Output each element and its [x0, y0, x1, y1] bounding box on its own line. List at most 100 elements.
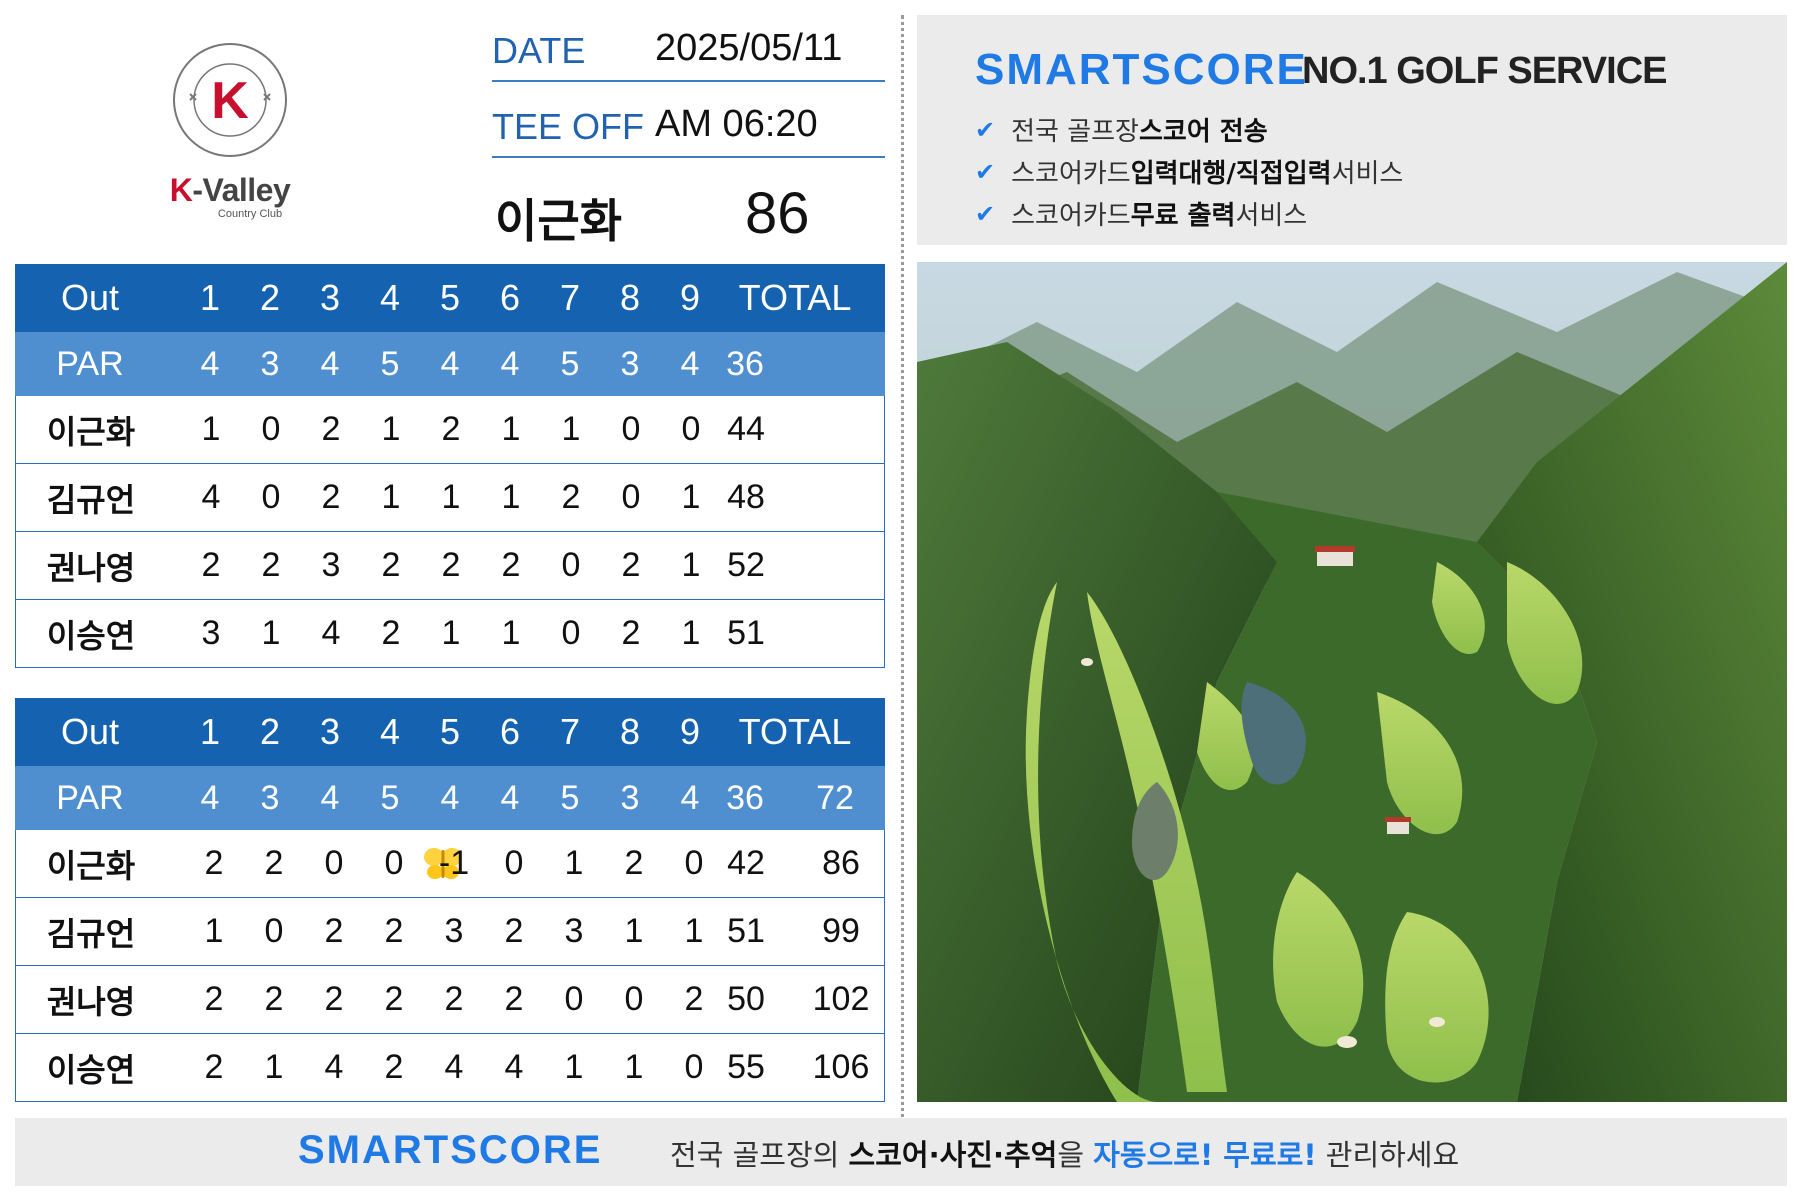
- hole-score: 2: [264, 980, 284, 1018]
- total-header: TOTAL: [738, 277, 852, 318]
- hole-score: 4: [321, 614, 341, 652]
- section-label: Out: [60, 711, 120, 752]
- hole-number: 6: [499, 277, 521, 318]
- player-score-row: 이승연 2 1 4 2 4 4 1 1 0 55 106: [15, 1034, 885, 1102]
- table-header-row: Out 1 2 3 4 5 6 7 8 9 TOTAL: [15, 698, 885, 766]
- hole-score: 1: [501, 410, 521, 448]
- player-total: 44: [727, 410, 765, 448]
- player-name: 이승연: [46, 616, 136, 655]
- hole-score: 0: [324, 844, 344, 882]
- hole-score: 2: [324, 980, 344, 1018]
- hole-number: 9: [679, 277, 701, 318]
- smartscore-ad-panel: SMARTSCORE NO.1 GOLF SERVICE ✔ 전국 골프장 스코…: [917, 15, 1787, 245]
- par-total: 36: [726, 344, 764, 383]
- logo-subtitle: Country Club: [217, 208, 283, 220]
- ad-tagline: NO.1 GOLF SERVICE: [1302, 50, 1667, 92]
- hole-score: 3: [321, 546, 341, 584]
- par-value: 4: [200, 778, 220, 817]
- player-score-row: 이근화 1 0 2 1 2 1 1 0 0 44: [15, 396, 885, 464]
- hole-score: 2: [441, 546, 461, 584]
- player-name: 이승연: [46, 1050, 136, 1089]
- check-icon: ✔: [975, 115, 996, 144]
- player-total: 42: [727, 844, 765, 882]
- hole-score: 1: [201, 410, 221, 448]
- par-value: 4: [680, 344, 700, 383]
- hole-score: 1: [381, 478, 401, 516]
- hole-number: 7: [559, 277, 581, 318]
- total-header: TOTAL: [738, 711, 852, 752]
- hole-score: 2: [561, 478, 581, 516]
- par-value: 3: [620, 344, 640, 383]
- par-value: 4: [500, 344, 520, 383]
- vertical-divider: [901, 15, 904, 1125]
- player-total: 51: [727, 912, 765, 950]
- hole-score: 0: [561, 614, 581, 652]
- hole-number: 4: [379, 711, 401, 752]
- footer-text: 전국 골프장의 스코어·사진·추억을 자동으로! 무료로! 관리하세요: [670, 1138, 1460, 1172]
- hole-score: 1: [501, 614, 521, 652]
- par-value: 5: [380, 344, 400, 383]
- ad-bullet: ✔ 스코어카드 무료 출력 서비스: [975, 199, 1308, 232]
- back-nine-table: Out 1 2 3 4 5 6 7 8 9 TOTAL PAR 4 3 4 5 4 4 5 3 4 36 72 이근화 2 2 0 0…: [15, 698, 885, 1102]
- par-value: 4: [680, 778, 700, 817]
- hole-score: 4: [201, 478, 221, 516]
- player-grand-total: 86: [822, 844, 860, 882]
- player-score-row: 김규언 1 0 2 2 3 2 3 1 1 51 99: [15, 898, 885, 966]
- hole-score: 4: [504, 1048, 524, 1086]
- hole-score: 1: [561, 410, 581, 448]
- birdie-butterfly-icon: [424, 847, 462, 879]
- footer-banner: SMARTSCORE 전국 골프장의 스코어·사진·추억을 자동으로! 무료로!…: [15, 1118, 1787, 1186]
- hole-score: 1: [624, 1048, 644, 1086]
- hole-score: 0: [561, 546, 581, 584]
- hole-score: 1: [204, 912, 224, 950]
- par-value: 4: [440, 778, 460, 817]
- hole-score: 2: [321, 410, 341, 448]
- ad-bullet: ✔ 스코어카드 입력대행/직접입력 서비스: [975, 157, 1404, 190]
- par-row: PAR 4 3 4 5 4 4 5 3 4 36: [15, 332, 885, 396]
- hole-number: 8: [619, 277, 641, 318]
- hole-score: 1: [681, 478, 701, 516]
- hole-score: 2: [201, 546, 221, 584]
- hole-score: 1: [681, 614, 701, 652]
- hole-score: 3: [564, 912, 584, 950]
- player-total: 52: [727, 546, 765, 584]
- player-name: 권나영: [46, 548, 136, 587]
- player-total: 50: [727, 980, 765, 1018]
- club-logo: K K-Valley Country Club: [150, 40, 310, 220]
- hole-score: 3: [444, 912, 464, 950]
- hole-score: 0: [684, 844, 704, 882]
- hole-score: 0: [384, 844, 404, 882]
- hole-score: 2: [384, 980, 404, 1018]
- hole-score: 2: [504, 980, 524, 1018]
- hole-number: 2: [259, 711, 281, 752]
- hole-score: 2: [501, 546, 521, 584]
- par-value: 3: [260, 344, 280, 383]
- hole-score: 0: [681, 410, 701, 448]
- hole-score: 2: [384, 912, 404, 950]
- player-score-row: 김규언 4 0 2 1 1 1 2 0 1 48: [15, 464, 885, 532]
- hole-score: 1: [624, 912, 644, 950]
- teeoff-label: TEE OFF: [492, 106, 644, 147]
- player-name: 김규언: [46, 480, 136, 519]
- golf-course-image: [917, 262, 1787, 1102]
- date-label: DATE: [492, 30, 586, 71]
- hole-score: 4: [444, 1048, 464, 1086]
- par-row: PAR 4 3 4 5 4 4 5 3 4 36 72: [15, 766, 885, 830]
- check-icon: ✔: [975, 199, 996, 228]
- player-grand-total: 102: [812, 980, 870, 1018]
- hole-score: 0: [261, 410, 281, 448]
- hole-score: 2: [384, 1048, 404, 1086]
- hole-score: 1: [264, 1048, 284, 1086]
- hole-number: 7: [559, 711, 581, 752]
- par-value: 4: [200, 344, 220, 383]
- par-label: PAR: [56, 778, 124, 817]
- player-name: 김규언: [46, 914, 136, 953]
- hole-score: 0: [564, 980, 584, 1018]
- player-grand-total: 99: [822, 912, 860, 950]
- hole-number: 1: [199, 711, 221, 752]
- teeoff-divider: [492, 156, 885, 158]
- player-score-row: 이승연 3 1 4 2 1 1 0 2 1 51: [15, 600, 885, 668]
- hole-number: 4: [379, 277, 401, 318]
- hole-score: 0: [624, 980, 644, 1018]
- par-label: PAR: [56, 344, 124, 383]
